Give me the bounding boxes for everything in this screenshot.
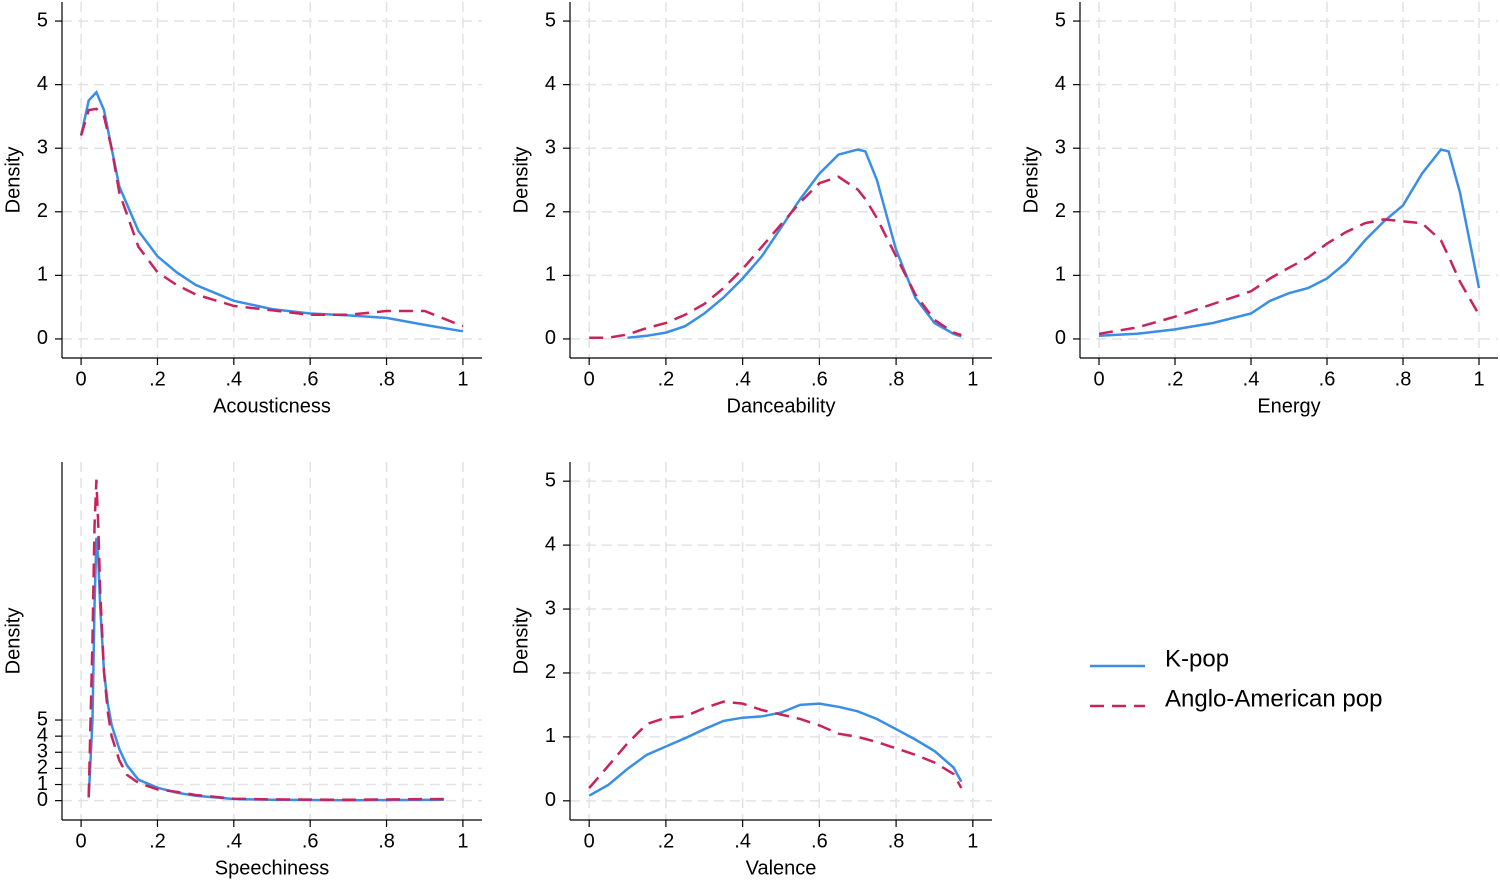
x-tick-label: .8 <box>378 830 395 852</box>
x-axis-title: Energy <box>1257 395 1320 417</box>
y-tick-label: 1 <box>1055 264 1066 286</box>
y-tick-label: 2 <box>37 757 48 779</box>
legend-label: K-pop <box>1165 645 1229 672</box>
y-tick-label: 4 <box>37 73 48 95</box>
x-tick-label: 0 <box>584 830 595 852</box>
y-tick-label: 2 <box>37 200 48 222</box>
x-tick-label: 1 <box>1473 368 1484 390</box>
x-tick-label: 0 <box>76 368 87 390</box>
x-tick-label: .2 <box>658 830 675 852</box>
x-tick-label: .8 <box>888 368 905 390</box>
x-tick-label: .4 <box>225 830 242 852</box>
y-tick-label: 0 <box>37 327 48 349</box>
density-line: Anglo-American pop <box>79 107 464 328</box>
y-tick-label: 3 <box>37 741 48 763</box>
y-tick-label: 5 <box>545 469 556 491</box>
y-tick-label: 0 <box>545 789 556 811</box>
y-tick-label: 1 <box>545 264 556 286</box>
x-tick-label: 1 <box>967 368 978 390</box>
y-tick-label: 3 <box>545 597 556 619</box>
x-tick-label: .2 <box>1167 368 1184 390</box>
density-line: Anglo-American pop <box>87 479 444 802</box>
x-tick-label: 0 <box>1093 368 1104 390</box>
y-axis-title: Density <box>510 147 532 214</box>
x-tick-label: .2 <box>658 368 675 390</box>
y-tick-label: 2 <box>545 200 556 222</box>
y-axis-title: Density <box>510 608 532 675</box>
x-tick-label: .2 <box>149 368 166 390</box>
x-tick-label: 1 <box>967 830 978 852</box>
x-tick-label: .6 <box>811 830 828 852</box>
y-tick-label: 0 <box>37 789 48 811</box>
y-tick-label: 1 <box>37 264 48 286</box>
y-tick-label: 1 <box>37 773 48 795</box>
x-tick-label: 0 <box>76 830 87 852</box>
density-line: Anglo-American pop <box>589 175 962 339</box>
y-tick-label: 4 <box>1055 73 1066 95</box>
x-axis-title: Speechiness <box>215 857 330 879</box>
x-tick-label: 0 <box>584 368 595 390</box>
density-line: K-pop <box>627 148 962 339</box>
x-tick-label: .4 <box>1243 368 1260 390</box>
density-line: Anglo-American pop <box>588 700 963 789</box>
y-tick-label: 2 <box>1055 200 1066 222</box>
density-line: Anglo-American pop <box>1098 218 1481 336</box>
y-tick-label: 3 <box>37 136 48 158</box>
x-tick-label: .6 <box>1319 368 1336 390</box>
x-axis-title: Acousticness <box>213 395 331 417</box>
y-tick-label: 5 <box>1055 9 1066 31</box>
y-tick-label: 5 <box>37 9 48 31</box>
density-line: K-pop <box>79 90 464 333</box>
density-line: K-pop <box>588 702 963 797</box>
x-tick-label: .6 <box>302 368 319 390</box>
y-tick-label: 2 <box>545 661 556 683</box>
x-tick-label: .8 <box>378 368 395 390</box>
y-axis-title: Density <box>1020 147 1042 214</box>
x-tick-label: .2 <box>149 830 166 852</box>
x-tick-label: .6 <box>302 830 319 852</box>
y-tick-label: 0 <box>545 327 556 349</box>
x-tick-label: .4 <box>734 368 751 390</box>
y-tick-label: 0 <box>1055 327 1066 349</box>
x-axis-title: Valence <box>746 857 817 879</box>
y-tick-label: 3 <box>1055 136 1066 158</box>
x-tick-label: 1 <box>457 830 468 852</box>
x-tick-label: .8 <box>888 830 905 852</box>
y-axis-title: Density <box>2 147 24 214</box>
y-tick-label: 4 <box>545 533 556 555</box>
x-tick-label: .6 <box>811 368 828 390</box>
density-line: K-pop <box>1098 148 1481 338</box>
y-tick-label: 3 <box>545 136 556 158</box>
x-tick-label: .4 <box>734 830 751 852</box>
y-tick-label: 5 <box>545 9 556 31</box>
y-tick-label: 4 <box>37 724 48 746</box>
x-tick-label: .8 <box>1395 368 1412 390</box>
x-tick-label: 1 <box>457 368 468 390</box>
x-tick-label: .4 <box>225 368 242 390</box>
y-tick-label: 5 <box>37 708 48 730</box>
y-tick-label: 1 <box>545 725 556 747</box>
legend-label: Anglo-American pop <box>1165 685 1382 712</box>
y-axis-title: Density <box>2 608 24 675</box>
x-axis-title: Danceability <box>727 395 836 417</box>
density-line: K-pop <box>87 537 444 802</box>
y-tick-label: 4 <box>545 73 556 95</box>
